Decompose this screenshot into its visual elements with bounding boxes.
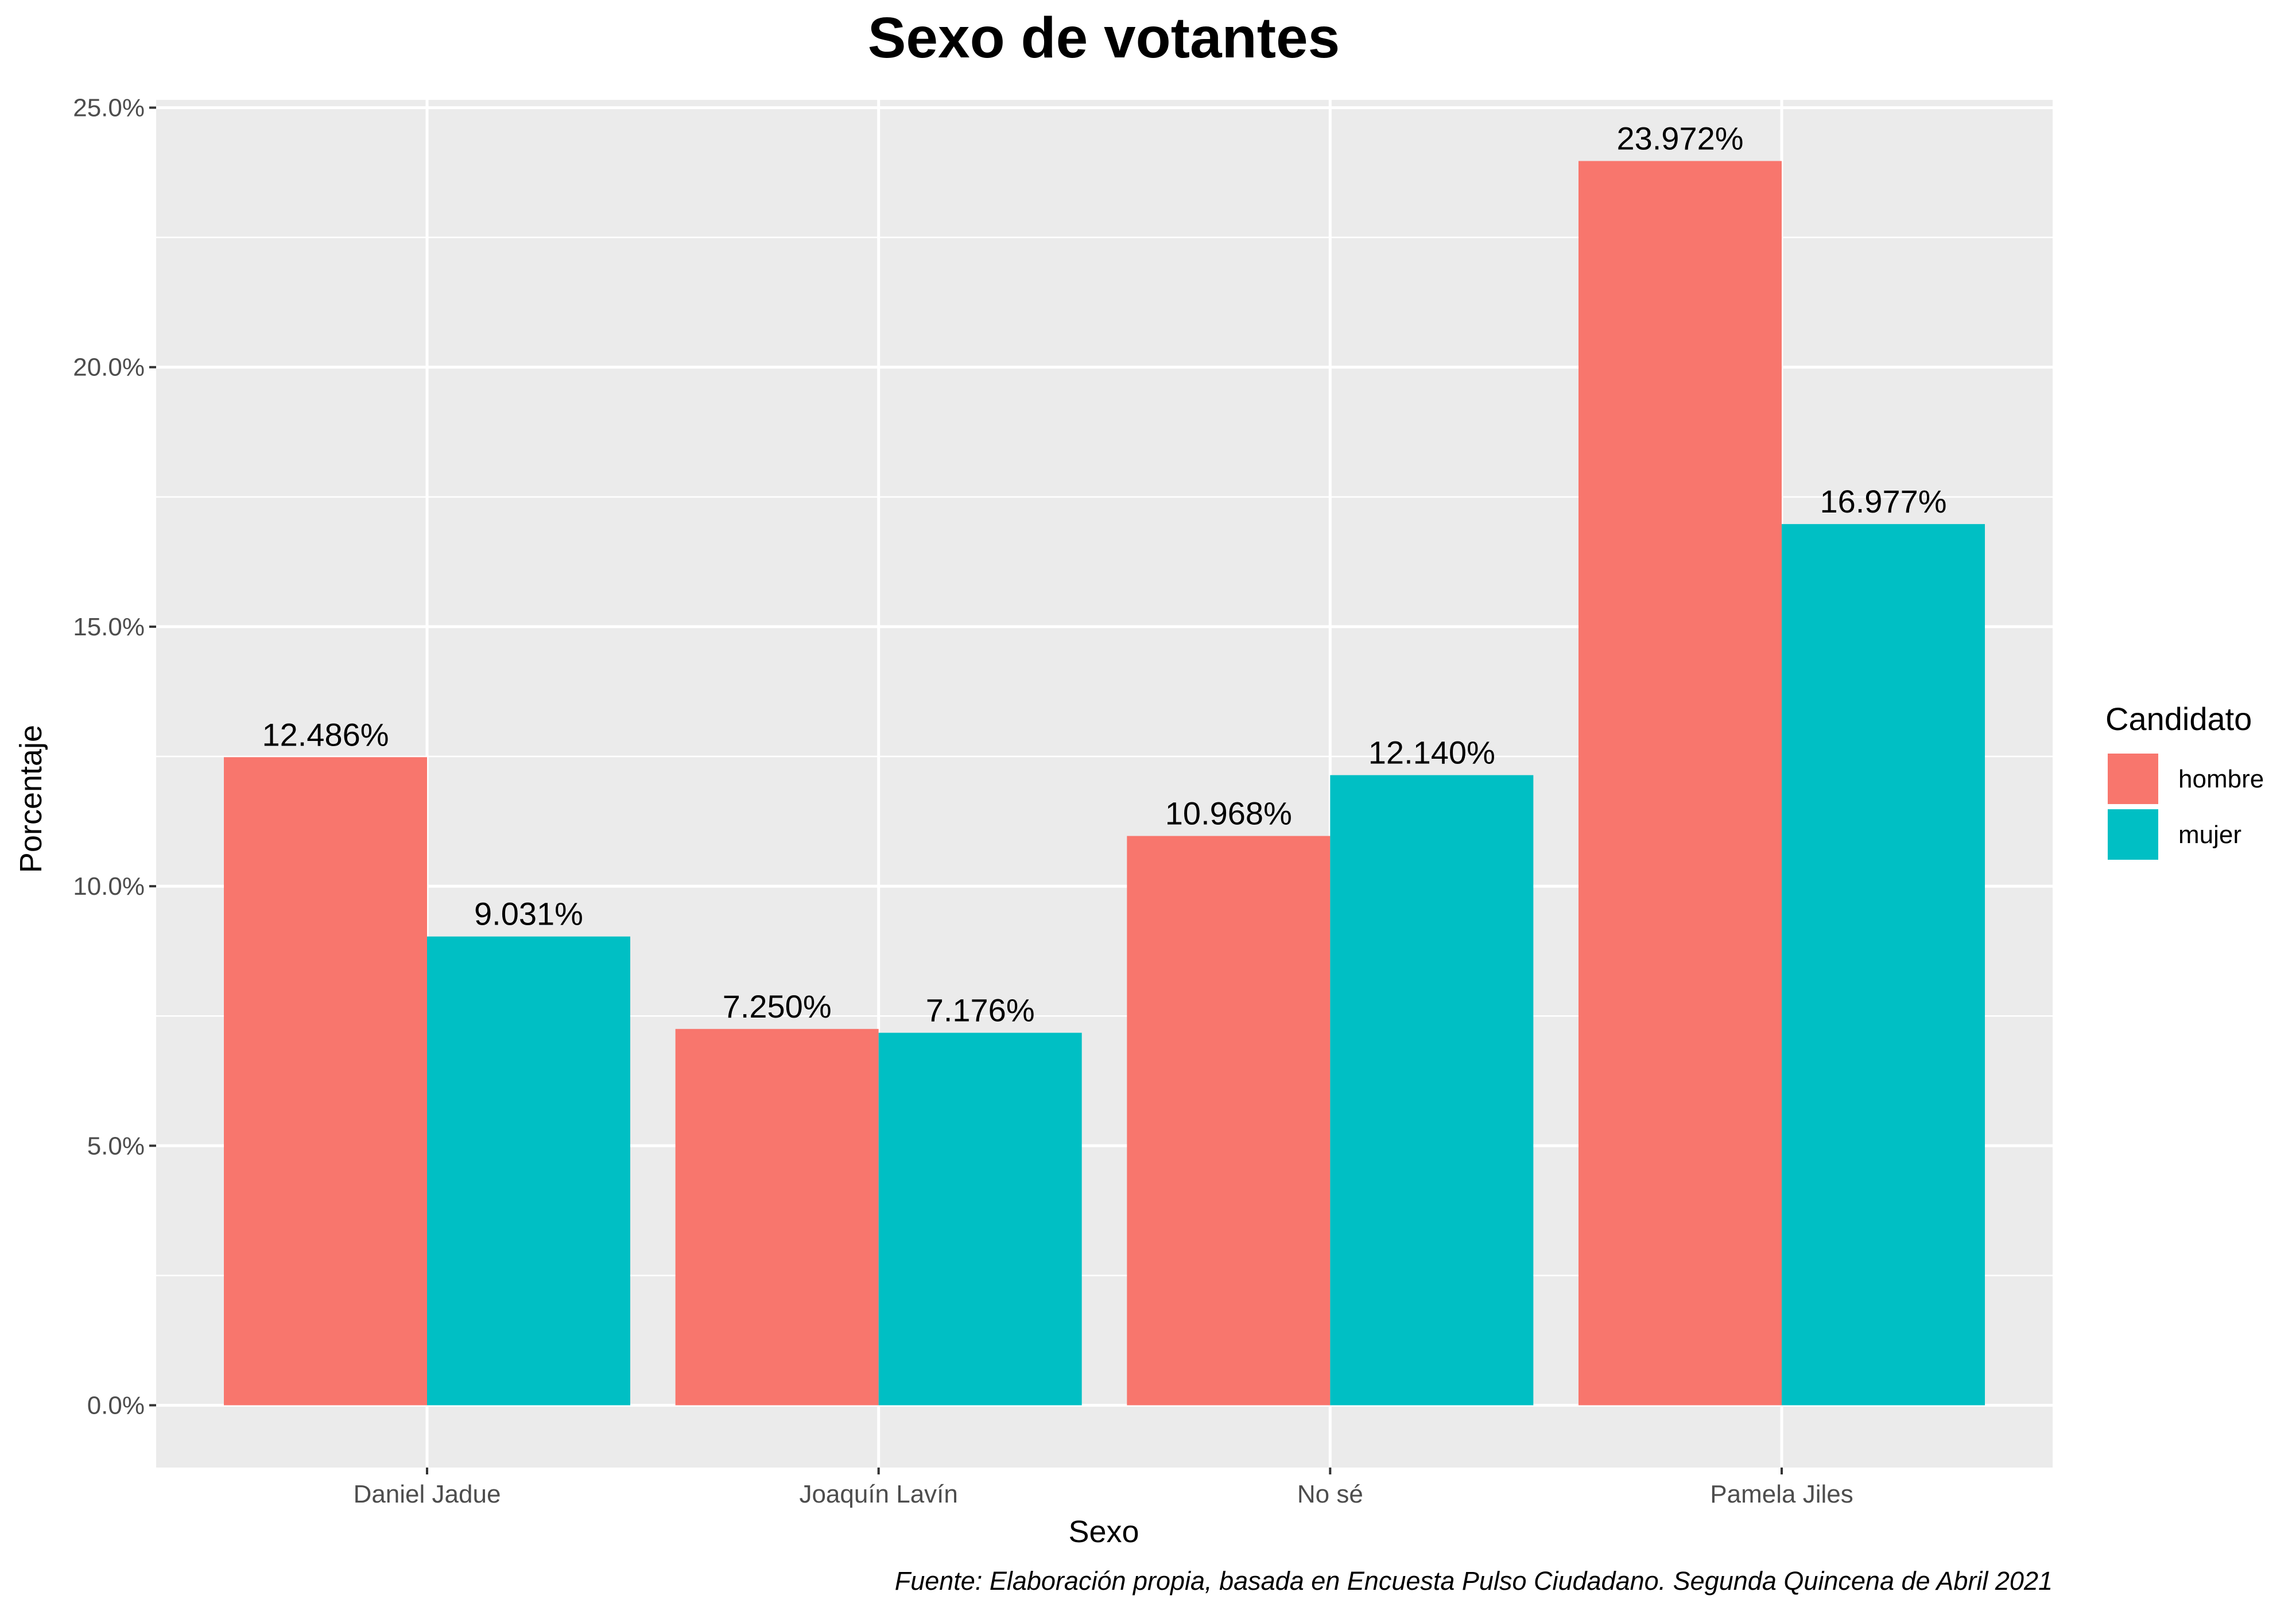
chart-title: Sexo de votantes [868, 6, 1340, 70]
bar-hombre [675, 1028, 879, 1406]
bar-value-label: 16.977% [1820, 483, 1946, 519]
bar-value-label: 12.140% [1368, 735, 1495, 771]
x-axis: Daniel Jadue Joaquín Lavín No sé Pamela Jil… [354, 1468, 1853, 1508]
bar-value-label: 23.972% [1616, 121, 1743, 157]
legend-key-hombre [2108, 754, 2158, 804]
y-tick-label: 5.0% [87, 1132, 145, 1160]
x-tick-label: Pamela Jiles [1710, 1480, 1853, 1508]
bar-hombre [1578, 161, 1782, 1406]
y-axis-title: Porcentaje [14, 725, 48, 873]
x-axis-title: Sexo [1068, 1515, 1139, 1549]
x-tick-label: Joaquín Lavín [799, 1480, 957, 1508]
x-tick-label: No sé [1297, 1480, 1363, 1508]
bar-mujer [1782, 524, 1985, 1406]
bar-value-label: 7.250% [723, 988, 832, 1024]
y-tick-label: 10.0% [73, 872, 145, 900]
legend-label-mujer: mujer [2178, 821, 2241, 849]
legend-key-mujer [2108, 809, 2158, 860]
y-axis: 0.0% 5.0% 10.0% 15.0% 20.0% 25.0% [73, 94, 156, 1419]
caption: Fuente: Elaboración propia, basada en En… [895, 1566, 2053, 1596]
bar-hombre [224, 757, 427, 1406]
bar-mujer [427, 936, 630, 1406]
y-tick-label: 0.0% [87, 1391, 145, 1419]
legend-title: Candidato [2105, 701, 2252, 737]
bar-value-label: 12.486% [262, 716, 389, 752]
bar-value-label: 10.968% [1165, 795, 1292, 832]
y-tick-label: 20.0% [73, 354, 145, 382]
x-tick-label: Daniel Jadue [354, 1480, 501, 1508]
legend: Candidato hombre mujer [2105, 701, 2264, 860]
y-tick-label: 15.0% [73, 613, 145, 641]
bar-mujer [878, 1032, 1082, 1406]
bar-hombre [1127, 836, 1331, 1406]
bar-mujer [1330, 775, 1534, 1406]
bar-labels: 12.486% 7.250% 10.968% 23.972% 9.031% 7.176% 1… [262, 121, 1946, 1028]
y-tick-label: 25.0% [73, 94, 145, 122]
bars [224, 161, 1985, 1406]
legend-label-hombre: hombre [2178, 765, 2264, 793]
bar-value-label: 7.176% [926, 992, 1035, 1028]
bar-value-label: 9.031% [474, 896, 583, 932]
